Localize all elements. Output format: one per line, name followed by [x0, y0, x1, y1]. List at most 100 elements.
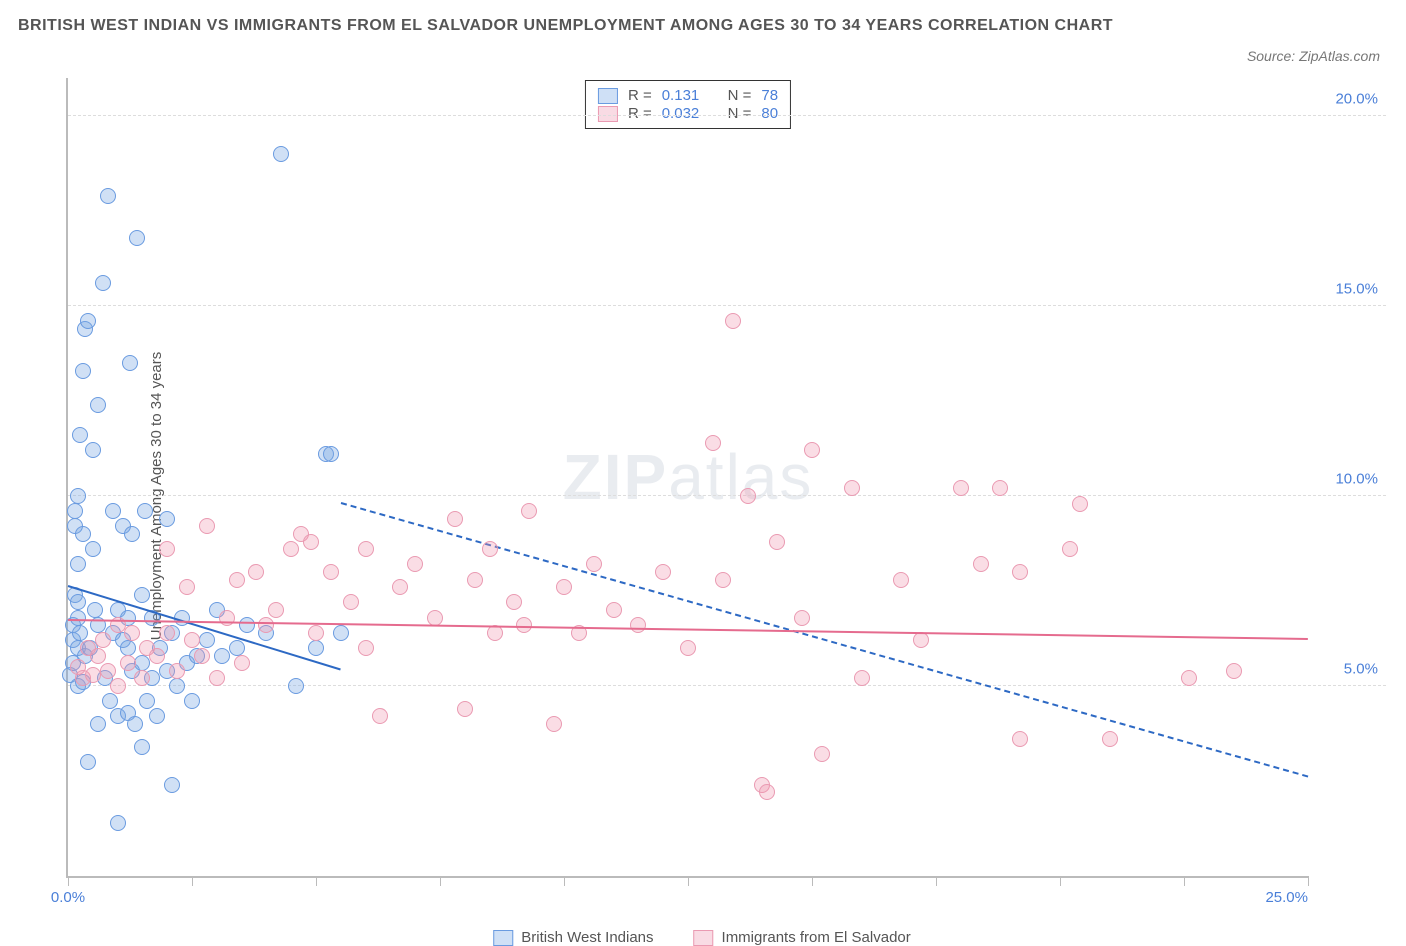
data-point	[268, 602, 284, 618]
data-point	[1012, 564, 1028, 580]
legend-item: Immigrants from El Salvador	[694, 929, 911, 946]
y-tick-label: 10.0%	[1335, 471, 1378, 488]
data-point	[1062, 541, 1078, 557]
legend-bottom: British West Indians Immigrants from El S…	[493, 929, 911, 946]
data-point	[333, 625, 349, 641]
data-point	[759, 784, 775, 800]
data-point	[70, 594, 86, 610]
data-point	[358, 640, 374, 656]
data-point	[358, 541, 374, 557]
data-point	[248, 564, 264, 580]
plot-area: ZIPatlas R =0.131 N =78R =0.032 N =80 5.…	[66, 78, 1308, 878]
x-tick	[316, 876, 317, 886]
data-point	[229, 640, 245, 656]
data-point	[129, 230, 145, 246]
data-point	[273, 146, 289, 162]
data-point	[814, 746, 830, 762]
data-point	[844, 480, 860, 496]
data-point	[67, 503, 83, 519]
data-point	[134, 739, 150, 755]
data-point	[288, 678, 304, 694]
data-point	[159, 511, 175, 527]
x-tick	[812, 876, 813, 886]
data-point	[87, 602, 103, 618]
data-point	[122, 355, 138, 371]
data-point	[229, 572, 245, 588]
data-point	[992, 480, 1008, 496]
data-point	[1226, 663, 1242, 679]
data-point	[100, 188, 116, 204]
y-tick-label: 5.0%	[1344, 661, 1378, 678]
data-point	[199, 518, 215, 534]
data-point	[630, 617, 646, 633]
data-point	[234, 655, 250, 671]
trend-line	[68, 619, 1308, 640]
data-point	[343, 594, 359, 610]
x-tick	[936, 876, 937, 886]
data-point	[199, 632, 215, 648]
data-point	[308, 640, 324, 656]
data-point	[90, 716, 106, 732]
data-point	[794, 610, 810, 626]
data-point	[953, 480, 969, 496]
data-point	[72, 625, 88, 641]
data-point	[308, 625, 324, 641]
data-point	[705, 435, 721, 451]
stats-row: R =0.131 N =78	[598, 87, 778, 104]
data-point	[184, 632, 200, 648]
data-point	[95, 275, 111, 291]
data-point	[80, 754, 96, 770]
data-point	[164, 777, 180, 793]
data-point	[655, 564, 671, 580]
legend-swatch	[598, 106, 618, 122]
data-point	[90, 648, 106, 664]
data-point	[85, 667, 101, 683]
data-point	[680, 640, 696, 656]
data-point	[546, 716, 562, 732]
x-tick	[688, 876, 689, 886]
x-tick	[564, 876, 565, 886]
legend-swatch	[598, 88, 618, 104]
data-point	[606, 602, 622, 618]
data-point	[467, 572, 483, 588]
x-tick	[1308, 876, 1309, 886]
data-point	[184, 693, 200, 709]
data-point	[105, 503, 121, 519]
x-tick	[68, 876, 69, 886]
data-point	[120, 655, 136, 671]
x-tick	[1060, 876, 1061, 886]
data-point	[149, 648, 165, 664]
y-tick-label: 20.0%	[1335, 91, 1378, 108]
data-point	[149, 708, 165, 724]
data-point	[804, 442, 820, 458]
data-point	[586, 556, 602, 572]
data-point	[95, 632, 111, 648]
data-point	[90, 397, 106, 413]
data-point	[506, 594, 522, 610]
watermark: ZIPatlas	[563, 440, 814, 514]
data-point	[323, 564, 339, 580]
data-point	[70, 610, 86, 626]
data-point	[209, 670, 225, 686]
legend-item: British West Indians	[493, 929, 653, 946]
x-tick-label: 25.0%	[1265, 889, 1308, 906]
x-tick-label: 0.0%	[51, 889, 85, 906]
data-point	[482, 541, 498, 557]
data-point	[769, 534, 785, 550]
y-tick-label: 15.0%	[1335, 281, 1378, 298]
data-point	[457, 701, 473, 717]
data-point	[134, 670, 150, 686]
data-point	[124, 526, 140, 542]
chart-container: Unemployment Among Ages 30 to 34 years Z…	[18, 78, 1386, 914]
data-point	[134, 655, 150, 671]
gridline-h	[68, 305, 1386, 306]
data-point	[70, 556, 86, 572]
stats-legend-box: R =0.131 N =78R =0.032 N =80	[585, 80, 791, 129]
data-point	[521, 503, 537, 519]
data-point	[239, 617, 255, 633]
data-point	[134, 587, 150, 603]
x-tick	[440, 876, 441, 886]
data-point	[392, 579, 408, 595]
data-point	[1181, 670, 1197, 686]
gridline-h	[68, 495, 1386, 496]
